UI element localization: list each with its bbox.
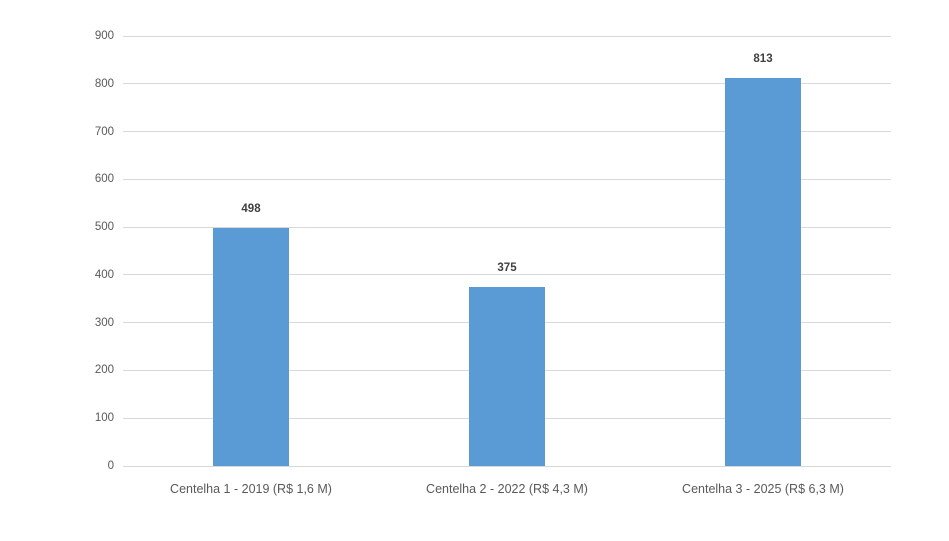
bar bbox=[213, 228, 289, 466]
y-axis-tick-label: 0 bbox=[107, 460, 114, 472]
y-axis-tick-label: 100 bbox=[94, 412, 114, 425]
x-axis-category-label: Centelha 3 - 2025 (R$ 6,3 M) bbox=[682, 482, 844, 496]
y-axis-tick-label: 400 bbox=[94, 268, 114, 281]
gridline bbox=[123, 131, 891, 133]
y-axis-tick-label: 200 bbox=[94, 364, 114, 377]
bar-value-label: 813 bbox=[753, 52, 773, 65]
y-axis-tick-label: 500 bbox=[94, 221, 114, 234]
gridline bbox=[123, 83, 891, 85]
gridline bbox=[123, 226, 891, 228]
gridline bbox=[123, 35, 891, 37]
y-axis-tick-label: 700 bbox=[94, 125, 114, 138]
y-axis-tick-label: 800 bbox=[94, 77, 114, 90]
gridline bbox=[123, 274, 891, 276]
gridline bbox=[123, 465, 891, 467]
bar-value-label: 498 bbox=[241, 203, 261, 216]
x-axis-category-label: Centelha 1 - 2019 (R$ 1,6 M) bbox=[170, 482, 332, 496]
y-axis-tick-label: 300 bbox=[94, 316, 114, 329]
y-axis-tick-label: 600 bbox=[94, 173, 114, 186]
y-axis-tick-label: 900 bbox=[94, 30, 114, 42]
bar-value-label: 375 bbox=[497, 261, 517, 274]
x-axis-category-label: Centelha 2 - 2022 (R$ 4,3 M) bbox=[426, 482, 588, 496]
bar bbox=[725, 77, 801, 466]
gridline bbox=[123, 178, 891, 180]
bar bbox=[469, 286, 545, 466]
